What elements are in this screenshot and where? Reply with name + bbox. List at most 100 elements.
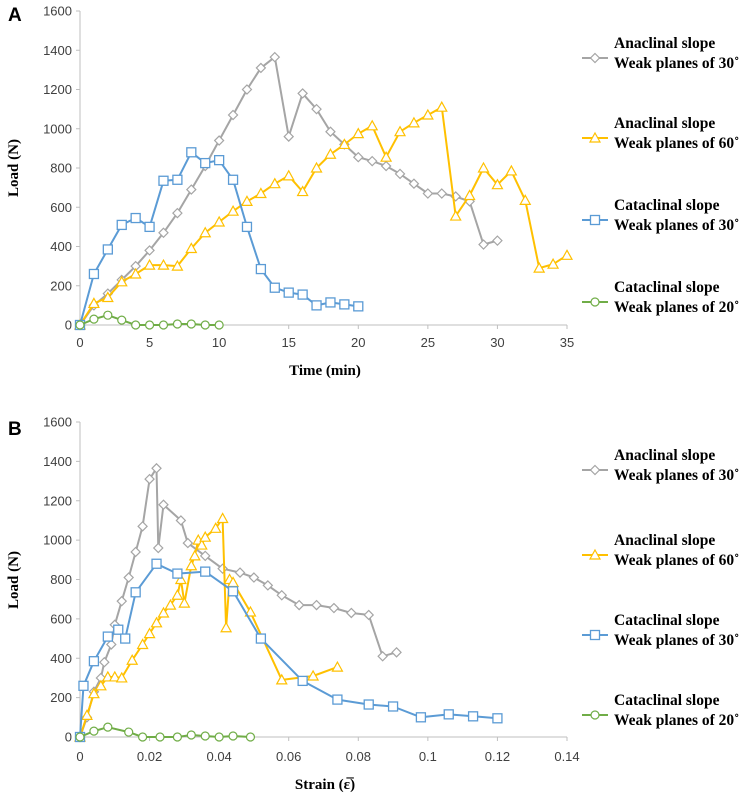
data-point	[283, 131, 295, 142]
data-point	[115, 671, 128, 683]
y-tick-label: 1000	[43, 121, 72, 136]
x-tick-label: 0.14	[554, 749, 579, 764]
data-point	[150, 616, 163, 628]
x-tick-label: 5	[146, 335, 153, 350]
x-tick-label: 0.06	[276, 749, 301, 764]
data-point	[200, 566, 211, 577]
series-circle	[75, 722, 256, 742]
data-point	[164, 598, 177, 610]
x-axis-label: Time (min)	[289, 363, 361, 379]
x-tick-label: 0.12	[485, 749, 510, 764]
data-point	[255, 62, 267, 74]
legend-label: Weak planes of 30˚	[614, 55, 739, 72]
data-point	[171, 589, 184, 600]
data-point	[248, 572, 260, 583]
data-point	[297, 675, 308, 687]
data-point	[366, 119, 379, 131]
legend-label: Anaclinal slope	[614, 447, 715, 464]
data-point	[138, 732, 148, 742]
data-point	[174, 573, 187, 585]
data-point	[188, 549, 201, 561]
data-point	[157, 606, 170, 618]
data-point	[283, 287, 294, 298]
data-point	[157, 258, 170, 270]
data-point	[200, 157, 211, 169]
data-point	[352, 151, 364, 163]
data-point	[172, 568, 183, 579]
data-point	[209, 522, 222, 533]
data-point	[328, 602, 340, 614]
series-circle	[75, 310, 224, 330]
series-triangle	[73, 512, 344, 742]
data-point	[182, 537, 194, 549]
series-line	[79, 56, 498, 326]
data-point	[240, 195, 253, 206]
data-point	[228, 731, 238, 741]
x-tick-label: 0.02	[137, 749, 162, 764]
legend-label: Weak planes of 20˚	[614, 712, 739, 729]
x-tick-label: 30	[490, 335, 504, 350]
data-point	[276, 589, 288, 601]
data-point	[477, 161, 490, 173]
y-tick-label: 1400	[43, 454, 72, 469]
data-point	[124, 727, 134, 737]
data-point	[120, 633, 131, 644]
legend-label: Weak planes of 30˚	[614, 632, 739, 649]
data-point	[195, 538, 208, 550]
y-tick-label: 1200	[43, 82, 72, 97]
y-tick-label: 800	[50, 572, 72, 587]
legend-entry: Anaclinal slope Weak planes of 30˚	[582, 447, 739, 484]
data-point	[185, 242, 198, 254]
data-point	[199, 530, 212, 542]
legend-label: Cataclinal slope	[614, 612, 720, 629]
data-point	[75, 320, 85, 330]
x-tick-label: 0.1	[419, 749, 437, 764]
data-point	[394, 125, 407, 137]
data-point	[213, 154, 225, 166]
data-point	[311, 599, 322, 611]
chart-panel-a: A 0 200 400 600 800 1000 1200 1400 1600 0 5 10 15 20 25…	[6, 4, 739, 380]
data-point	[241, 221, 253, 233]
data-point	[102, 631, 113, 642]
data-point	[214, 732, 224, 742]
data-point	[116, 595, 128, 607]
x-tick-label: 0.04	[206, 749, 231, 764]
data-point	[352, 127, 365, 139]
data-point	[241, 84, 253, 95]
data-point	[245, 732, 256, 742]
legend-swatch-marker	[588, 131, 602, 143]
legend-label: Weak planes of 30˚	[614, 217, 739, 234]
data-point	[380, 160, 392, 172]
data-point	[144, 245, 155, 256]
data-point	[547, 257, 560, 269]
data-point	[130, 212, 141, 224]
data-point	[449, 209, 462, 221]
data-point	[282, 169, 295, 181]
data-point	[87, 297, 100, 309]
data-point	[199, 550, 211, 562]
data-point	[172, 174, 183, 185]
data-point	[151, 558, 162, 569]
legend-swatch-marker	[590, 710, 600, 720]
data-point	[88, 268, 100, 280]
legend-swatch-marker	[589, 464, 601, 476]
x-tick-label: 20	[351, 335, 365, 350]
data-point	[216, 512, 229, 524]
legend-label: Weak planes of 30˚	[614, 467, 739, 484]
data-point	[505, 164, 518, 176]
x-tick-label: 0.08	[346, 749, 371, 764]
data-point	[353, 301, 364, 312]
data-point	[391, 646, 402, 658]
data-point	[186, 319, 196, 329]
data-point	[408, 178, 420, 190]
y-tick-label: 200	[50, 278, 72, 293]
data-point	[75, 732, 85, 742]
x-tick-label: 0	[76, 749, 83, 764]
data-point	[422, 188, 434, 199]
data-point	[310, 161, 323, 173]
data-point	[152, 542, 164, 554]
data-point	[158, 499, 169, 511]
data-point	[227, 586, 239, 597]
data-point	[380, 150, 393, 162]
legend-label: Weak planes of 20˚	[614, 299, 739, 316]
